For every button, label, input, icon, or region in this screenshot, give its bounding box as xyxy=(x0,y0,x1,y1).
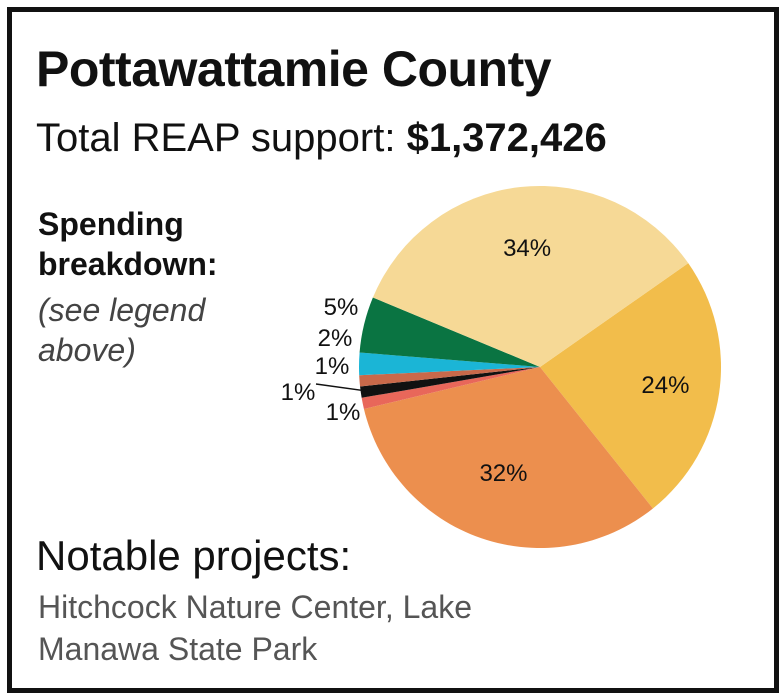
pie-slice-label-8: 34% xyxy=(503,235,551,262)
legend-note: (see legend above) xyxy=(38,292,206,368)
pie-slice-label-1: 24% xyxy=(641,372,689,399)
total-support-label: Total REAP support: xyxy=(36,116,407,160)
pie-slice-6 xyxy=(359,352,540,376)
pie-slice-1 xyxy=(540,263,721,509)
pie-slice-4 xyxy=(360,367,540,398)
county-title: Pottawattamie County xyxy=(36,41,552,97)
pie-slice-5 xyxy=(359,367,540,387)
pie-slice-2 xyxy=(363,367,653,549)
pie-slice-label-4: 1% xyxy=(281,379,316,406)
notable-projects-heading: Notable projects: xyxy=(36,532,352,579)
pie-slice-label-5: 1% xyxy=(315,353,350,380)
spending-breakdown-heading: Spending breakdown: xyxy=(38,206,218,282)
pie-slice-7 xyxy=(359,297,540,367)
pie-slice-label-6: 2% xyxy=(318,325,353,352)
pie-slice-3 xyxy=(361,367,540,409)
pie-slice-8 xyxy=(372,185,689,367)
pie-slice-label-2: 32% xyxy=(479,460,527,487)
total-support-amount: $1,372,426 xyxy=(406,116,607,160)
pie-leader-line xyxy=(315,383,369,392)
pie-slice-label-3: 1% xyxy=(326,399,361,426)
total-support: Total REAP support: $1,372,426 xyxy=(36,116,607,161)
notable-projects-list: Hitchcock Nature Center, Lake Manawa Sta… xyxy=(38,589,472,667)
pie-slice-label-7: 5% xyxy=(324,294,359,321)
